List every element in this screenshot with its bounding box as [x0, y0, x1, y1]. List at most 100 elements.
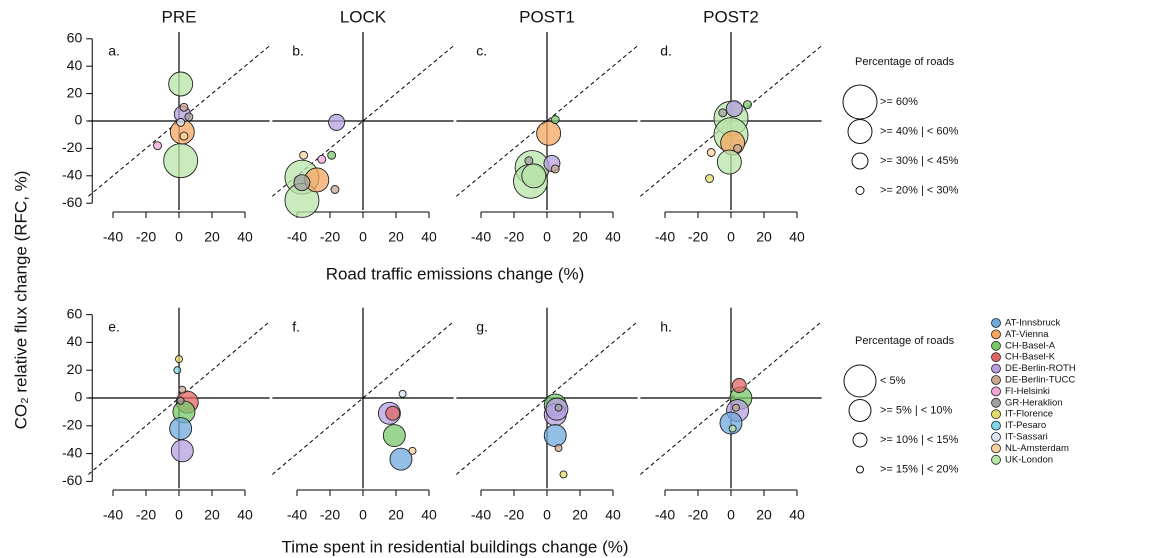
legend-label: CH-Basel-A [1005, 340, 1056, 351]
x-tick-label: 40 [605, 229, 621, 245]
bubble [731, 378, 747, 393]
bubble [293, 174, 311, 192]
x-tick-label: -20 [504, 229, 524, 245]
size-legend-title: Percentage of roads [855, 56, 955, 68]
x-tick-label: -20 [320, 229, 340, 245]
size-legend-label: >= 5% | < 10% [880, 404, 952, 416]
y-tick-label: -40 [62, 167, 82, 183]
size-legend-title: Percentage of roads [855, 335, 955, 347]
legend-label: UK-London [1005, 454, 1053, 465]
bubble [559, 470, 568, 479]
legend-label: IT-Sassari [1005, 432, 1048, 443]
legend-symbol [991, 397, 1001, 408]
bubble [175, 355, 183, 364]
x-tick-label: 0 [175, 229, 183, 245]
bubble [706, 148, 716, 157]
x-tick-label: 20 [572, 507, 588, 523]
bubble [543, 424, 567, 447]
legend-symbol [991, 420, 1001, 431]
x-tick-label: 40 [237, 507, 253, 523]
bubble [328, 113, 346, 131]
x-tick-label: 0 [359, 229, 367, 245]
size-legend-symbol [851, 152, 869, 170]
y-axis-label: CO₂ relative flux change (RFC, %) [11, 171, 30, 430]
x-tick-label: 0 [359, 507, 367, 523]
bubble [718, 108, 728, 118]
y-tick-label: -20 [62, 139, 82, 155]
legend-label: NL-Amsterdam [1005, 443, 1069, 454]
bubble [521, 163, 547, 189]
panel-title: POST2 [703, 7, 759, 26]
panel-tag: c. [476, 43, 487, 59]
size-legend-symbol [843, 364, 877, 398]
bubble [550, 115, 560, 125]
y-tick-label: 0 [74, 112, 82, 128]
legend-symbol [991, 352, 1001, 363]
bubble [398, 389, 407, 398]
bubble [733, 143, 743, 153]
bubble [163, 143, 199, 179]
y-tick-label: -60 [62, 472, 82, 488]
x-tick-label: 40 [789, 507, 805, 523]
x-tick-label: 0 [543, 507, 551, 523]
legend-symbol [991, 432, 1001, 442]
x-tick-label: 20 [756, 507, 772, 523]
bubble [178, 385, 187, 394]
legend-label: IT-Florence [1005, 409, 1053, 420]
legend-symbol [991, 329, 1001, 340]
x-axis-label: Road traffic emissions change (%) [326, 264, 585, 283]
x-tick-label: 0 [175, 507, 183, 523]
bubble [554, 444, 563, 452]
panel [272, 307, 454, 489]
one-to-one-line [456, 321, 638, 475]
x-tick-label: 20 [572, 229, 588, 245]
x-tick-label: 20 [756, 229, 772, 245]
x-tick-label: 20 [204, 229, 220, 245]
size-legend-label: < 5% [880, 375, 906, 387]
x-tick-label: -20 [504, 507, 524, 523]
bubble [716, 149, 742, 175]
bubble [169, 417, 193, 441]
size-legend-label: >= 30% | < 45% [880, 155, 959, 167]
x-tick-label: -40 [103, 507, 123, 523]
size-legend-label: >= 20% | < 30% [880, 184, 959, 196]
x-tick-label: 40 [605, 507, 621, 523]
bubble [179, 131, 189, 141]
x-tick-label: -40 [287, 229, 307, 245]
x-tick-label: -40 [471, 229, 491, 245]
size-legend-label: >= 10% | < 15% [880, 434, 959, 446]
panel [272, 31, 454, 211]
panel-title: PRE [162, 7, 197, 26]
x-tick-label: 20 [388, 229, 404, 245]
size-legend-label: >= 15% | < 20% [880, 463, 959, 475]
bubble [536, 120, 562, 146]
y-tick-label: 0 [74, 389, 82, 405]
bubble [179, 102, 189, 112]
size-legend-label: >= 60% [880, 96, 918, 108]
y-tick-label: 40 [67, 333, 83, 349]
legend-label: IT-Pesaro [1005, 420, 1046, 431]
one-to-one-line [272, 45, 454, 197]
x-tick-label: 20 [204, 507, 220, 523]
legend-symbol [991, 363, 1001, 374]
legend-symbol [991, 340, 1001, 351]
panel-tag: a. [108, 43, 120, 59]
bubble [176, 396, 185, 405]
y-tick-label: 20 [67, 361, 83, 377]
x-tick-label: -40 [655, 507, 675, 523]
size-legend-symbol [848, 399, 872, 422]
bubble [725, 100, 743, 118]
bubble [732, 403, 740, 412]
legend-label: DE-Berlin-TUCC [1005, 375, 1075, 386]
x-tick-label: 40 [421, 507, 437, 523]
x-tick-label: -20 [688, 507, 708, 523]
x-tick-label: 20 [388, 507, 404, 523]
legend-symbol [991, 454, 1001, 465]
legend-label: DE-Berlin-ROTH [1005, 363, 1076, 374]
x-tick-label: 0 [543, 229, 551, 245]
one-to-one-line [88, 45, 270, 197]
bubble [153, 141, 163, 151]
bubble [408, 446, 417, 455]
bubble [389, 447, 413, 471]
